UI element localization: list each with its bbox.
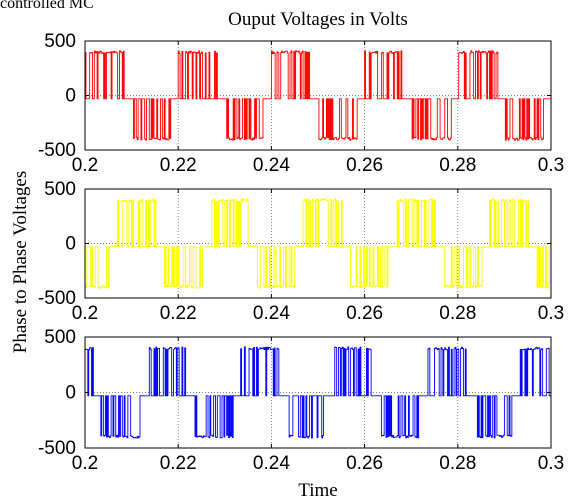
y-tick-label: 500 [44, 179, 76, 200]
y-tick-label: -500 [38, 438, 76, 459]
x-tick-label: 0.24 [253, 453, 290, 474]
subplot-1: 0.2 0.22 0.24 0.26 0.28 0.3 500 0 -500 [38, 31, 564, 176]
y-tick-label: 500 [44, 31, 76, 52]
series-line [84, 346, 552, 439]
x-tick-label: 0.2 [72, 303, 98, 324]
y-tick-label: 500 [44, 327, 76, 348]
x-tick-label: 0.28 [439, 453, 476, 474]
x-tick-label: 0.3 [538, 155, 564, 176]
x-tick-label: 0.22 [160, 303, 197, 324]
x-tick-label: 0.26 [346, 155, 383, 176]
x-tick-label: 0.22 [160, 453, 197, 474]
y-tick-label: 0 [65, 86, 76, 107]
chart-title: Ouput Voltages in Volts [228, 9, 408, 30]
x-tick-label: 0.24 [253, 155, 290, 176]
x-axis-label: Time [298, 480, 337, 501]
x-tick-label: 0.2 [72, 155, 98, 176]
y-axis-label: Phase to Phase Voltages [10, 171, 31, 353]
y-tick-label: -500 [38, 288, 76, 309]
y-tick-label: 0 [65, 383, 76, 404]
x-tick-label: 0.26 [346, 303, 383, 324]
caption-fragment: controlled MC [0, 0, 94, 12]
x-tick-label: 0.3 [538, 453, 564, 474]
x-tick-label: 0.28 [439, 155, 476, 176]
x-tick-label: 0.26 [346, 453, 383, 474]
subplot-2: 0.2 0.22 0.24 0.26 0.28 0.3 500 0 -500 [38, 179, 564, 324]
x-tick-label: 0.2 [72, 453, 98, 474]
series-line [84, 198, 551, 289]
x-tick-label: 0.24 [253, 303, 290, 324]
y-tick-label: 0 [65, 234, 76, 255]
x-tick-label: 0.22 [160, 155, 197, 176]
series-line [84, 50, 551, 141]
subplot-3: 0.2 0.22 0.24 0.26 0.28 0.3 500 0 -500 [38, 327, 564, 474]
x-tick-label: 0.28 [439, 303, 476, 324]
y-tick-label: -500 [38, 140, 76, 161]
x-tick-label: 0.3 [538, 303, 564, 324]
